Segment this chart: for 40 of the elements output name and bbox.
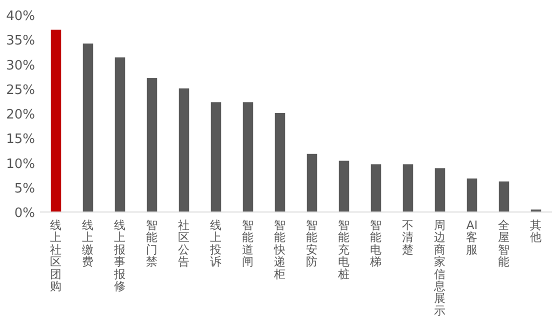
x-tick-label: 线上缴费 xyxy=(82,218,94,269)
x-tick-label: 线上社区团购 xyxy=(50,218,62,293)
bar xyxy=(306,154,318,212)
y-tick-label: 25% xyxy=(6,82,35,98)
bar xyxy=(370,164,382,212)
y-tick-label: 35% xyxy=(6,34,35,49)
x-tick-label: 智能充电桩 xyxy=(337,218,350,281)
y-tick-label: 30% xyxy=(6,58,35,74)
x-tick-label: 不清楚 xyxy=(402,218,414,256)
bar xyxy=(210,102,222,212)
y-tick-label: 20% xyxy=(6,108,35,122)
y-tick-label: 0% xyxy=(14,206,35,221)
x-tick-label: 智能门禁 xyxy=(146,218,158,269)
y-tick-label: 5% xyxy=(14,181,35,196)
bar xyxy=(114,57,126,212)
x-tick-label: 智能道闸 xyxy=(242,218,254,269)
bar xyxy=(82,44,94,212)
bar xyxy=(466,178,478,212)
x-tick-label: AI 客服 xyxy=(466,218,478,256)
x-tick-label: 周边商家信息展示 xyxy=(433,218,446,318)
bar xyxy=(434,168,446,212)
x-tick-label: 线上报事报修 xyxy=(113,218,126,293)
x-tick-label: 线上投诉 xyxy=(209,218,222,269)
bar xyxy=(338,160,350,212)
bar xyxy=(50,30,62,212)
bar xyxy=(178,88,190,212)
bar xyxy=(402,164,414,212)
bar xyxy=(274,113,286,212)
x-tick-label: 社区公告 xyxy=(178,218,190,269)
x-tick-label: 其他 xyxy=(530,218,542,244)
bar xyxy=(242,102,254,212)
x-tick-label: 全屋智能 xyxy=(498,218,510,269)
y-tick-label: 10% xyxy=(6,156,35,172)
bar xyxy=(146,78,158,212)
x-tick-label: 智能电梯 xyxy=(369,218,382,269)
x-tick-label: 智能安防 xyxy=(306,218,318,269)
y-tick-label: 15% xyxy=(6,132,35,148)
y-tick-label: 40% xyxy=(6,9,35,24)
bar xyxy=(498,181,510,212)
x-tick-label: 智能快递柜 xyxy=(273,218,286,281)
